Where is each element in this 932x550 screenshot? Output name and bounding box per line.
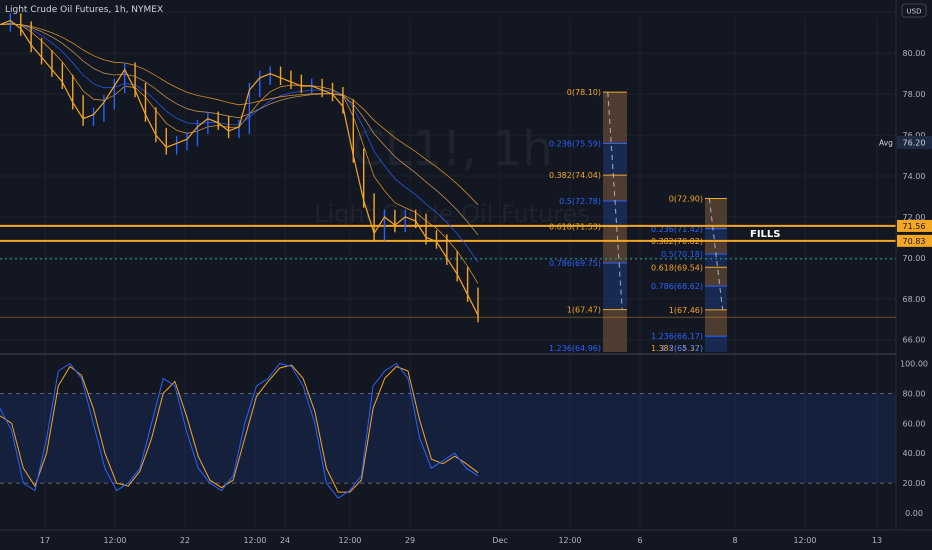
fib-retracement-right[interactable]: 0(72.90)0.236(71.42)0.382(70.82)0.5(70.1… xyxy=(651,195,727,353)
price-tick-2: 78.00 xyxy=(903,90,926,99)
price-tag-bg-1 xyxy=(897,234,932,247)
fib-right-label-8: 1.382(65.37) xyxy=(651,344,703,353)
price-tick-3: 76.00 xyxy=(903,131,926,140)
stochastic-axis: 100.00 80.00 60.00 40.00 20.00 0.00 xyxy=(900,359,928,518)
price-tags: 71.56 70.83 xyxy=(897,219,932,247)
price-tick-8: 66.00 xyxy=(903,336,926,345)
avg-value-background xyxy=(897,136,932,149)
fib-left-zone-2 xyxy=(603,175,627,201)
time-tick-1: 12:00 xyxy=(103,536,126,545)
fib-retracement-left[interactable]: 0(78.10) 0.236(75.59) 0.382(74.04) 0.5(72.7… xyxy=(549,88,627,353)
time-tick-0: 17 xyxy=(40,536,50,545)
time-tick-10: 8 xyxy=(732,536,737,545)
stoch-tick-1: 80.00 xyxy=(903,389,926,398)
price-tag-0: 71.56 xyxy=(903,222,926,231)
horizontal-levels[interactable]: FILLS xyxy=(0,224,896,318)
fib-right-label-0: 0(72.90) xyxy=(669,195,703,204)
fib-left-label-1: 0.236(75.59) xyxy=(549,139,601,148)
fib-left-zone-4 xyxy=(603,226,627,263)
stoch-tick-4: 20.00 xyxy=(903,479,926,488)
stochastic-pane xyxy=(0,362,896,499)
stoch-tick-3: 40.00 xyxy=(903,449,926,458)
fib-right-zone-2 xyxy=(705,241,727,255)
chart-title: Light Crude Oil Futures, 1h, NYMEX xyxy=(5,5,163,15)
fib-left-trend xyxy=(607,92,623,310)
time-tick-11: 12:00 xyxy=(793,536,816,545)
fib-right-zone-4 xyxy=(705,267,727,287)
fib-right-label-6: 1(67.46) xyxy=(669,306,703,315)
ema-line-2 xyxy=(0,23,479,236)
time-tick-7: Dec xyxy=(492,536,507,545)
fib-right-label-3: 0.5(70.18) xyxy=(661,250,703,259)
fib-left-label-3: 0.5(72.78) xyxy=(559,197,601,206)
stoch-d-line xyxy=(0,364,479,493)
time-axis: 17 12:00 22 12:00 24 12:00 29 Dec 12:00 6 8 12:00 13 xyxy=(40,536,882,545)
fib-left-label-2: 0.382(74.04) xyxy=(549,171,601,180)
price-line xyxy=(0,19,479,316)
price-axis-background[interactable] xyxy=(896,0,932,530)
fib-right-label-1: 0.236(71.42) xyxy=(651,225,703,234)
avg-price-tag: Avg 76.20 xyxy=(879,136,932,149)
fib-left-label-7: 1.236(64.96) xyxy=(549,344,601,353)
price-tag-bg-0 xyxy=(897,219,932,232)
time-axis-background[interactable] xyxy=(0,530,896,550)
fills-label: FILLS xyxy=(750,229,781,240)
time-tick-4: 24 xyxy=(280,536,290,545)
fib-left-label-0: 0(78.10) xyxy=(567,88,601,97)
avg-value: 76.20 xyxy=(903,139,926,148)
grid-lines xyxy=(0,11,896,528)
stoch-tick-2: 60.00 xyxy=(903,419,926,428)
price-tick-6: 70.00 xyxy=(903,254,926,263)
currency-button-label: USD xyxy=(907,8,922,16)
time-tick-2: 22 xyxy=(180,536,190,545)
price-tick-4: 74.00 xyxy=(903,172,926,181)
time-tick-8: 12:00 xyxy=(558,536,581,545)
stoch-k-line xyxy=(0,362,479,499)
time-tick-12: 13 xyxy=(872,536,882,545)
price-tick-7: 68.00 xyxy=(903,295,926,304)
fib-left-zone-6 xyxy=(603,309,627,352)
watermark-symbol: CL1!, 1h xyxy=(351,121,553,177)
fib-left-label-5: 0.786(69.75) xyxy=(549,259,601,268)
price-tick-5: 72.00 xyxy=(903,213,926,222)
stoch-tick-5: 0.00 xyxy=(905,509,923,518)
fib-left-label-4: 0.618(71.53) xyxy=(549,223,601,232)
price-series xyxy=(0,13,479,323)
avg-label: Avg xyxy=(879,139,893,148)
price-tick-1: 80.00 xyxy=(903,49,926,58)
fib-right-label-5: 0.786(68.62) xyxy=(651,282,703,291)
fib-right-label-4: 0.618(69.54) xyxy=(651,263,703,272)
fib-right-label-7: 1.236(66.17) xyxy=(651,332,703,341)
ema-line-3 xyxy=(0,23,479,206)
time-tick-5: 12:00 xyxy=(338,536,361,545)
time-tick-6: 29 xyxy=(405,536,415,545)
stoch-band xyxy=(0,393,896,484)
fib-right-label-9: 1.5(64.72) xyxy=(661,344,703,353)
fib-right-zone-0 xyxy=(705,198,727,229)
time-tick-3: 12:00 xyxy=(243,536,266,545)
fib-left-zone-0 xyxy=(603,92,627,144)
price-tag-1: 70.83 xyxy=(903,237,926,246)
stoch-tick-0: 100.00 xyxy=(900,359,928,368)
time-tick-9: 6 xyxy=(637,536,642,545)
currency-button-frame[interactable] xyxy=(901,3,927,18)
fib-right-zone-6 xyxy=(705,309,727,337)
fib-right-trend xyxy=(708,198,724,310)
fib-left-label-6: 1(67.47) xyxy=(567,306,601,315)
currency-button[interactable]: USD xyxy=(901,3,927,18)
